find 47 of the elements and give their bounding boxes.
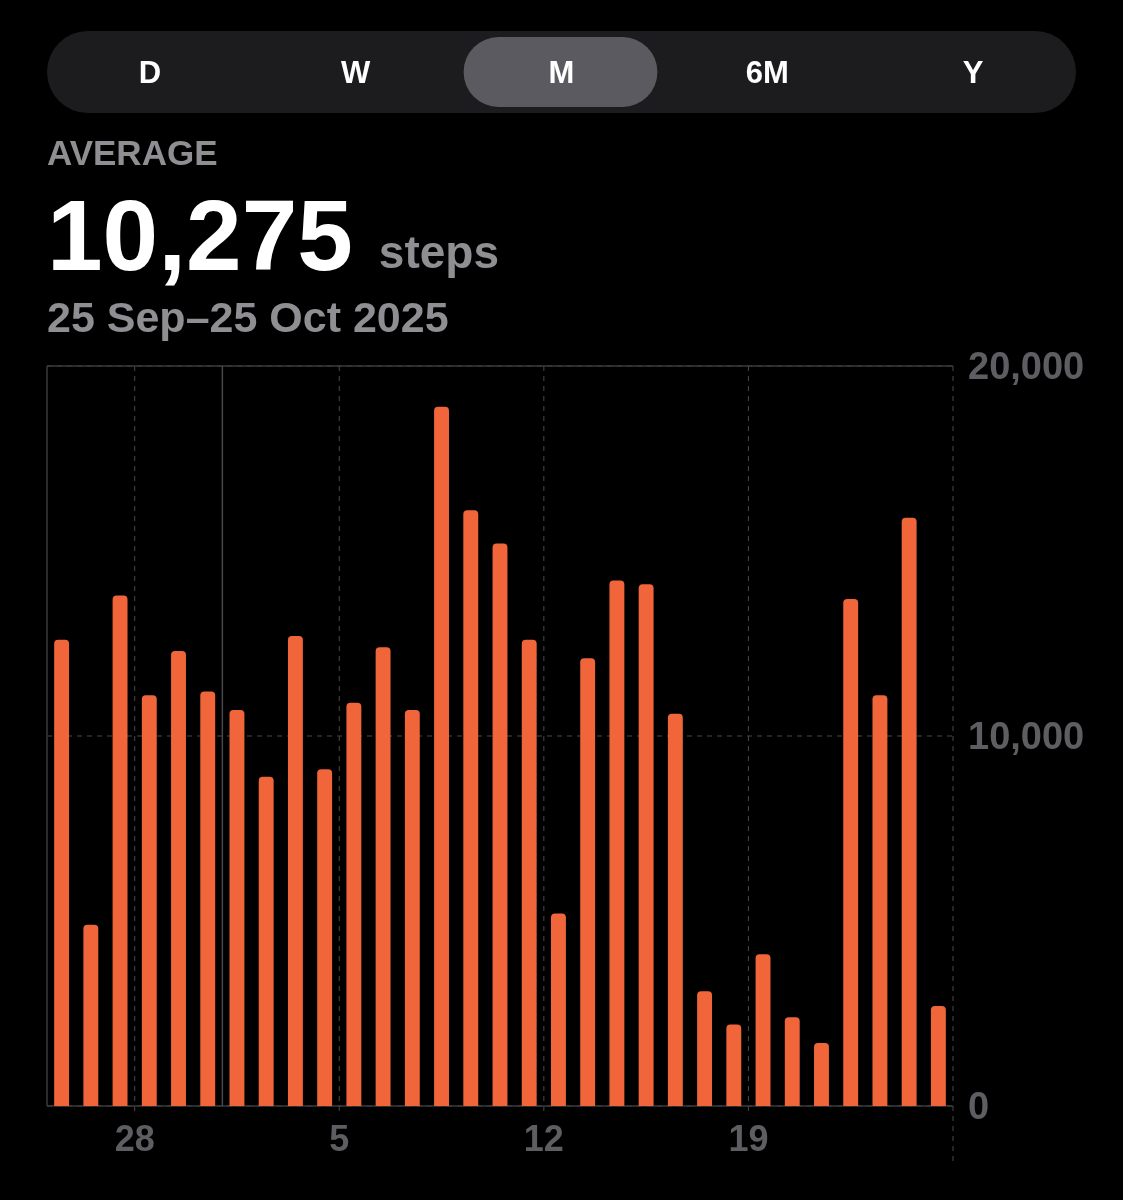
bar bbox=[901, 517, 917, 1106]
text: steps bbox=[378, 226, 500, 278]
bar bbox=[580, 658, 596, 1106]
bar bbox=[609, 580, 625, 1106]
bar bbox=[287, 636, 303, 1106]
chart-subtitle: 25 Sep–25 Oct 2025 bbox=[47, 293, 449, 341]
bar bbox=[814, 1043, 829, 1106]
bar bbox=[638, 584, 654, 1106]
x-tick-label: 5 bbox=[329, 1117, 350, 1159]
category-label: W bbox=[341, 54, 372, 90]
bar bbox=[404, 710, 420, 1106]
bar bbox=[930, 1006, 946, 1106]
category-label: D bbox=[138, 54, 162, 90]
bar bbox=[667, 713, 683, 1106]
bar bbox=[171, 650, 186, 1106]
y-tick-label: 10,000 bbox=[968, 715, 1085, 757]
text: 10,275 bbox=[47, 179, 353, 291]
bar bbox=[726, 1024, 742, 1106]
x-tick-label: 12 bbox=[523, 1117, 564, 1159]
y-tick-label: 0 bbox=[968, 1085, 990, 1127]
bar bbox=[843, 599, 859, 1106]
bar bbox=[112, 595, 128, 1106]
x-tick-label: 28 bbox=[114, 1117, 155, 1159]
bar bbox=[784, 1017, 800, 1106]
bar bbox=[434, 406, 449, 1106]
bar bbox=[200, 691, 216, 1106]
bar bbox=[83, 924, 99, 1106]
bar bbox=[697, 991, 713, 1106]
category-label: Y bbox=[962, 54, 984, 90]
bar bbox=[492, 543, 508, 1106]
x-tick-label: 19 bbox=[728, 1117, 769, 1159]
bar bbox=[551, 913, 566, 1106]
bar bbox=[375, 647, 391, 1106]
chart-title: AVERAGE bbox=[47, 133, 218, 172]
bar bbox=[258, 776, 274, 1106]
bar bbox=[229, 710, 245, 1106]
category-label: M bbox=[548, 54, 575, 90]
category-label: 6M bbox=[745, 54, 789, 90]
y-tick-label: 20,000 bbox=[968, 345, 1085, 387]
bar bbox=[317, 769, 333, 1106]
bar bbox=[521, 639, 537, 1106]
bar bbox=[54, 639, 70, 1106]
bar bbox=[141, 695, 157, 1106]
bar bbox=[872, 695, 888, 1106]
bar bbox=[463, 510, 479, 1106]
bar bbox=[346, 702, 362, 1106]
bar bbox=[755, 954, 771, 1106]
